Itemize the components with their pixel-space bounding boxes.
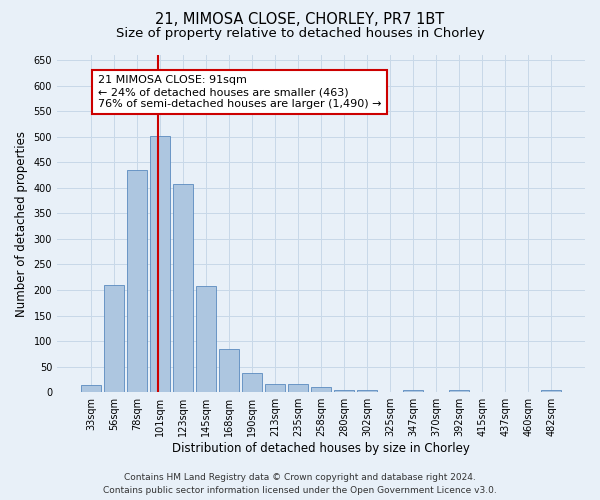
Bar [403, 390, 423, 392]
Text: 21 MIMOSA CLOSE: 91sqm
← 24% of detached houses are smaller (463)
76% of semi-de: 21 MIMOSA CLOSE: 91sqm ← 24% of detached… [98, 76, 381, 108]
Bar [242, 373, 262, 392]
Bar [265, 384, 285, 392]
Bar [196, 286, 216, 392]
Bar [311, 386, 331, 392]
Bar [173, 184, 193, 392]
Bar [219, 349, 239, 392]
Bar [104, 285, 124, 392]
Bar [541, 390, 561, 392]
Bar [334, 390, 354, 392]
Text: Size of property relative to detached houses in Chorley: Size of property relative to detached ho… [116, 28, 484, 40]
X-axis label: Distribution of detached houses by size in Chorley: Distribution of detached houses by size … [172, 442, 470, 455]
Bar [357, 390, 377, 392]
Bar [81, 384, 101, 392]
Bar [449, 390, 469, 392]
Bar [150, 136, 170, 392]
Bar [288, 384, 308, 392]
Y-axis label: Number of detached properties: Number of detached properties [15, 130, 28, 316]
Text: Contains HM Land Registry data © Crown copyright and database right 2024.
Contai: Contains HM Land Registry data © Crown c… [103, 474, 497, 495]
Bar [127, 170, 146, 392]
Text: 21, MIMOSA CLOSE, CHORLEY, PR7 1BT: 21, MIMOSA CLOSE, CHORLEY, PR7 1BT [155, 12, 445, 28]
